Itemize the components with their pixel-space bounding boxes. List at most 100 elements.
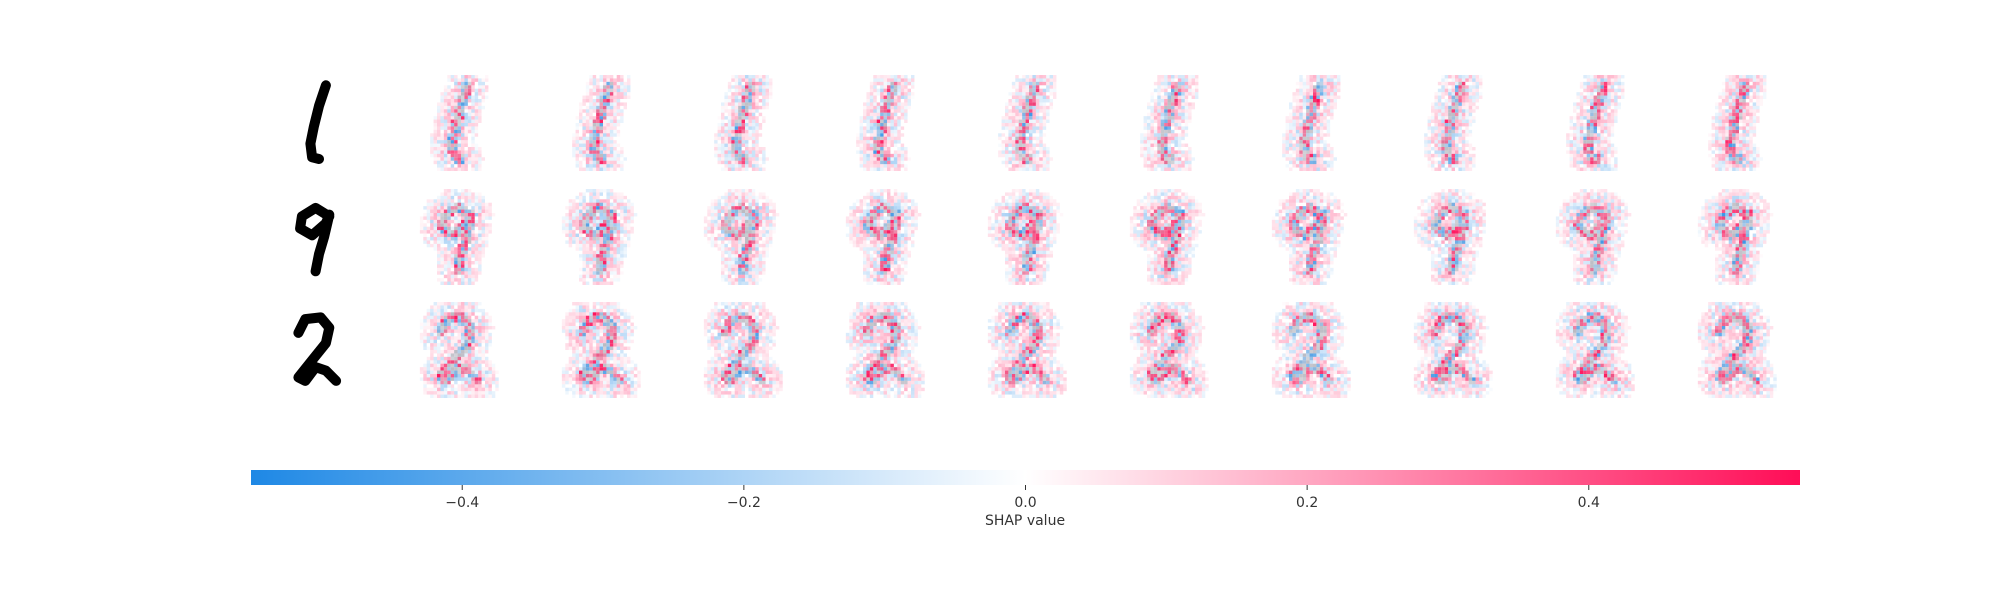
shap-pixel: [461, 261, 465, 265]
shap-pixel: [1715, 160, 1719, 165]
shap-pixel: [1177, 99, 1182, 103]
shap-pixel: [471, 133, 474, 136]
shap-pixel: [457, 92, 461, 96]
shap-pixel: [1590, 153, 1594, 158]
shap-pixel: [769, 85, 773, 89]
shap-pixel: [440, 157, 444, 161]
shap-pixel: [447, 216, 451, 220]
shap-pixel: [1579, 167, 1584, 171]
shap-pixel: [738, 219, 742, 224]
shap-pixel: [1732, 85, 1736, 89]
shap-pixel: [887, 150, 891, 154]
shap-pixel: [1295, 140, 1300, 144]
shap-pixel: [1005, 119, 1009, 123]
shap-pixel: [876, 167, 881, 171]
shap-pixel: [745, 254, 749, 258]
shap-pixel: [603, 123, 607, 127]
shap-pixel: [1177, 75, 1182, 79]
shap-pixel: [1749, 95, 1753, 99]
shap-pixel: [1597, 92, 1601, 96]
shap-pixel: [911, 92, 915, 96]
shap-pixel: [765, 88, 769, 93]
shap-pixel: [565, 219, 569, 224]
shap-pixel: [450, 88, 455, 93]
shap-pixel: [1468, 92, 1473, 96]
shap-pixel: [1735, 157, 1739, 161]
shap-pixel: [461, 267, 465, 272]
shap-pixel: [1607, 92, 1611, 96]
shap-pixel: [596, 250, 600, 255]
shap-pixel: [1728, 102, 1733, 106]
shap-pixel: [592, 143, 597, 147]
shap-pixel: [900, 164, 905, 168]
shap-pixel: [748, 230, 752, 234]
shap-pixel: [1590, 126, 1594, 130]
shap-pixel: [1316, 75, 1320, 79]
shap-pixel: [1424, 133, 1428, 137]
shap-pixel: [755, 140, 759, 144]
shap-pixel: [467, 157, 472, 161]
shap-pixel: [471, 202, 475, 207]
shap-pixel: [883, 157, 887, 161]
shap-pixel: [1282, 143, 1286, 147]
shap-pixel: [582, 243, 586, 248]
shap-pixel: [727, 189, 732, 193]
shap-pixel: [478, 85, 482, 89]
shap-pixel: [883, 112, 887, 117]
shap-pixel: [1465, 143, 1469, 147]
shap-pixel: [873, 78, 877, 82]
shap-pixel: [617, 275, 620, 278]
shap-pixel: [1174, 136, 1178, 141]
shap-pixel: [748, 271, 752, 275]
shap-pixel: [734, 153, 739, 158]
shap-pixel: [454, 167, 458, 171]
shap-pixel: [1745, 143, 1750, 147]
shap-pixel: [1721, 133, 1726, 137]
shap-pixel: [866, 102, 870, 106]
shap-pixel: [461, 230, 465, 234]
shap-pixel: [457, 281, 461, 285]
shap-pixel: [1603, 99, 1608, 103]
shap-pixel: [623, 105, 627, 110]
shap-pixel: [1749, 112, 1753, 117]
shap-pixel: [1472, 81, 1476, 86]
shap-pixel: [443, 143, 448, 147]
shap-pixel: [616, 233, 621, 237]
shap-pixel: [748, 105, 752, 110]
shap-pixel: [1157, 129, 1161, 134]
shap-pixel: [1607, 140, 1611, 144]
shap-pixel: [440, 219, 444, 224]
shap-pixel: [1157, 126, 1161, 130]
shap-pixel: [1451, 167, 1455, 171]
shap-pixel: [1171, 99, 1175, 103]
shap-pixel: [589, 223, 593, 227]
shap-pixel: [1437, 126, 1442, 130]
shap-pixel: [1330, 105, 1334, 110]
shap-pixel: [1427, 126, 1431, 130]
shap-pixel: [883, 143, 887, 147]
shap-pixel: [1590, 140, 1594, 144]
shap-pixel: [727, 213, 732, 217]
shap-pixel: [1153, 157, 1158, 161]
shap-pixel: [1752, 153, 1757, 158]
shap-pixel: [464, 209, 468, 213]
shap-pixel: [613, 261, 617, 265]
shap-pixel: [707, 213, 711, 217]
shap-pixel: [880, 153, 884, 158]
shap-pixel: [1018, 85, 1023, 89]
shap-pixel: [863, 129, 867, 134]
shap-pixel: [876, 119, 881, 123]
shap-pixel: [1583, 164, 1587, 168]
shap-pixel: [565, 226, 569, 231]
shap-pixel: [1576, 112, 1580, 117]
shap-pixel: [731, 75, 735, 79]
shap-pixel: [1032, 147, 1036, 151]
shap-pixel: [866, 264, 870, 268]
shap-pixel: [582, 216, 586, 220]
shap-pixel: [1752, 133, 1757, 137]
shap-pixel: [1039, 95, 1043, 99]
shap-pixel: [1323, 102, 1327, 106]
shap-pixel: [1732, 126, 1736, 130]
shap-pixel: [478, 112, 482, 117]
shap-pixel: [1022, 136, 1026, 141]
